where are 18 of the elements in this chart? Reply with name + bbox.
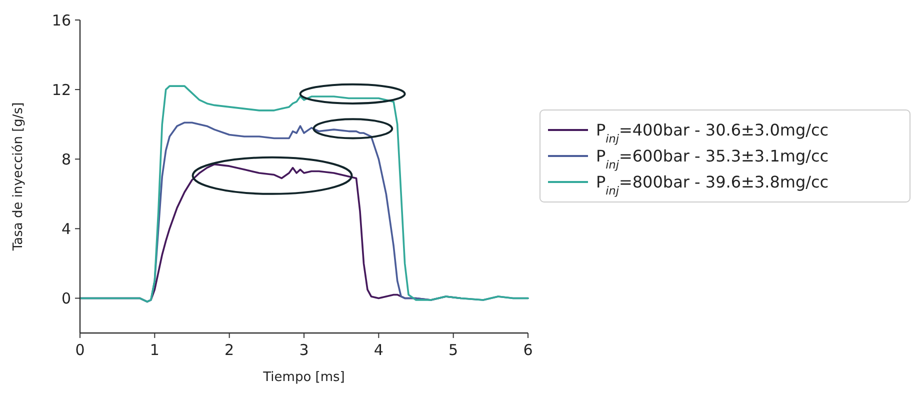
y-axis-title: Tasa de inyección [g/s] — [11, 102, 26, 252]
x-tick-label: 6 — [523, 341, 533, 359]
x-tick-label: 2 — [224, 341, 234, 359]
x-tick-label: 0 — [75, 341, 85, 359]
x-tick-label: 3 — [299, 341, 309, 359]
x-axis-title: Tiempo [ms] — [262, 370, 345, 385]
line-series — [79, 85, 529, 303]
y-tick-label: 4 — [61, 220, 71, 238]
legend-label: P$_{inj}$=600bar - 35.3±3.1mg/cc — [596, 146, 829, 172]
x-tick-label: 1 — [150, 341, 160, 359]
x-tick-label: 5 — [448, 341, 458, 359]
y-tick-label: 12 — [52, 80, 71, 99]
legend-label: P$_{inj}$=400bar - 30.6±3.0mg/cc — [596, 120, 829, 146]
y-tick-label: 16 — [52, 11, 71, 30]
y-tick-label: 8 — [61, 150, 71, 168]
x-tick-label: 4 — [374, 341, 384, 359]
y-tick-label: 0 — [61, 289, 71, 308]
legend-label: P$_{inj}$=800bar - 39.6±3.8mg/cc — [596, 172, 829, 198]
